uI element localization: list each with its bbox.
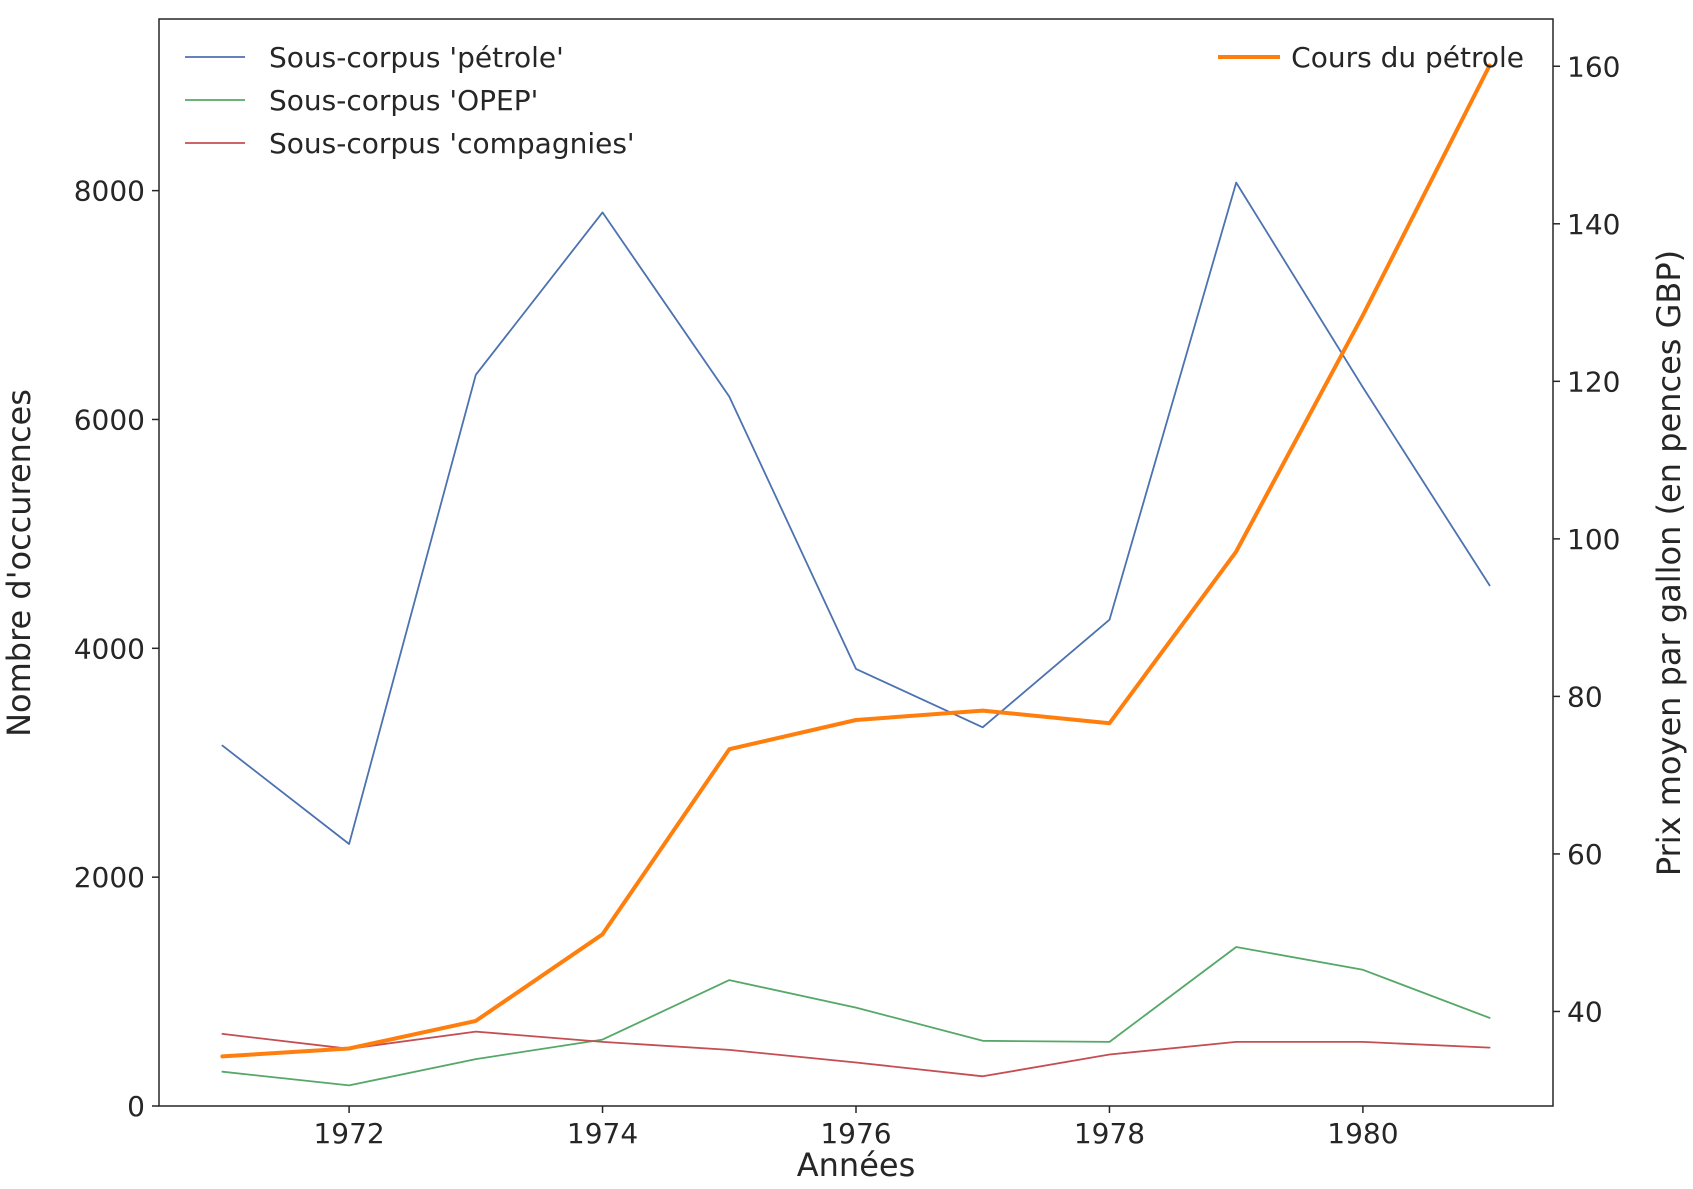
plot-frame (158, 18, 1554, 1107)
y2-tick-label: 60 (1567, 838, 1603, 871)
x-axis-title: Années (797, 1146, 916, 1184)
x-tick-label: 1978 (1074, 1117, 1145, 1150)
series-line-sous-corpus-petrole (221, 181, 1491, 845)
series-line-sous-corpus-opep (221, 946, 1491, 1087)
y-axis-title: Nombre d'occurences (0, 389, 38, 737)
y2-tick-label: 160 (1567, 50, 1620, 83)
x-tick-label: 1980 (1327, 1117, 1398, 1150)
x-tick-label: 1974 (567, 1117, 638, 1150)
legend-label-cours: Cours du pétrole (1291, 41, 1524, 74)
y2-tick-label: 40 (1567, 995, 1603, 1028)
legend-label-petrole: Sous-corpus 'pétrole' (269, 41, 564, 74)
x-axis-ticks: 1972 1974 1976 1978 1980 (313, 1106, 1399, 1150)
y2-tick-label: 120 (1567, 365, 1620, 398)
y2-tick-label: 80 (1567, 680, 1603, 713)
legend-label-opep: Sous-corpus 'OPEP' (269, 84, 538, 117)
y2-axis-title: Prix moyen par gallon (en pences GBP) (1650, 250, 1688, 876)
y-tick-label: 4000 (74, 632, 145, 665)
series-line-sous-corpus-compagnies (221, 1030, 1491, 1078)
legend-left: Sous-corpus 'pétrole' Sous-corpus 'OPEP'… (185, 41, 635, 160)
y-tick-label: 6000 (74, 403, 145, 436)
legend-label-compagnies: Sous-corpus 'compagnies' (269, 127, 635, 160)
x-tick-label: 1976 (820, 1117, 891, 1150)
y2-tick-label: 140 (1567, 208, 1620, 241)
series-line-cours-du-petrole (220, 63, 1492, 1059)
y2-tick-label: 100 (1567, 523, 1620, 556)
y-axis-ticks: 0 2000 4000 6000 8000 (74, 175, 159, 1123)
y-tick-label: 8000 (74, 175, 145, 208)
plot-lines (220, 63, 1492, 1087)
y-tick-label: 0 (127, 1090, 145, 1123)
x-tick-label: 1972 (313, 1117, 384, 1150)
y-tick-label: 2000 (74, 861, 145, 894)
y2-axis-ticks: 40 60 80 100 120 140 160 (1553, 50, 1620, 1028)
legend-right: Cours du pétrole (1218, 41, 1524, 74)
